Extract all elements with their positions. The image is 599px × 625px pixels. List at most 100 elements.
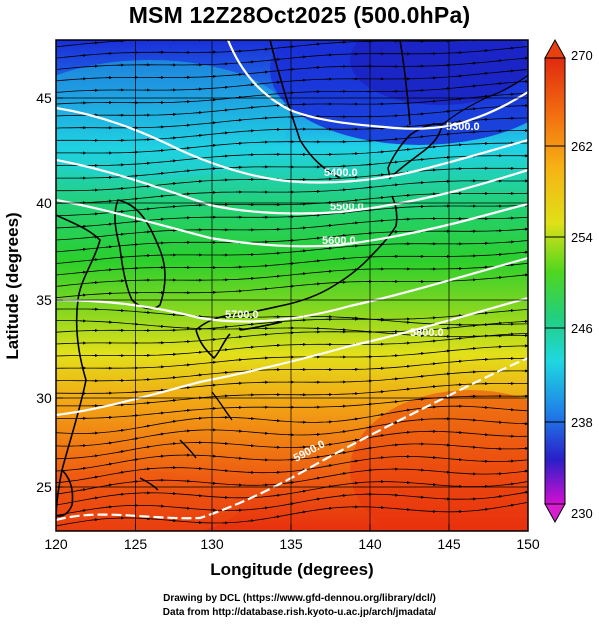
wind-arrow [365,231,373,235]
y-axis: 45 40 35 30 25 Latitude (degrees) [3,90,63,495]
wind-arrow [221,325,229,329]
wind-arrow [365,402,373,406]
wind-arrow [377,150,385,154]
streamline [56,46,528,70]
wind-arrow [455,359,463,363]
wind-arrow [481,433,489,437]
wind-arrow [79,53,87,58]
wind-arrow [143,401,151,405]
streamline [56,456,528,484]
wind-arrow [417,374,425,378]
wind-arrow [169,181,177,186]
wind-arrow [299,249,307,253]
wind-arrow [429,339,437,343]
wind-arrow [131,458,139,462]
wind-arrow [417,157,425,162]
wind-arrow [261,287,269,291]
wind-arrow [481,49,489,53]
wind-arrow [325,269,333,273]
wind-arrow [131,219,139,224]
wind-arrow [235,335,243,339]
wind-arrow [469,346,477,351]
streamline [56,333,528,357]
streamline [56,405,528,434]
wind-arrow [157,171,165,176]
wind-arrow [143,467,151,471]
credit-line-dcl: Drawing by DCL (https://www.gfd-dennou.o… [163,593,436,604]
wind-arrow [495,420,503,424]
streamline [56,69,528,93]
wind-arrow [403,408,411,412]
wind-arrow [247,345,255,349]
wind-arrow [325,442,333,447]
wind-arrow [313,259,321,263]
wind-arrow [507,408,515,412]
wind-arrow [522,35,528,36]
wind-arrow [209,481,217,485]
wind-arrow [455,458,463,462]
x-axis: 120 125 130 135 140 145 150 Longitude (d… [44,524,540,579]
wind-arrow [274,36,280,37]
x-tick-label: 135 [279,536,303,552]
wind-arrow [313,476,321,480]
wind-arrow [469,61,477,65]
streamline [56,216,528,241]
wind-arrow [339,472,347,476]
wind-arrow [339,493,347,498]
wind-arrow [209,121,217,125]
wind-arrow [365,468,373,472]
map-title: MSM 12Z28Oct2025 (500.0hPa) [128,2,471,28]
wind-arrow [117,232,125,236]
wind-arrow [403,387,411,391]
wind-arrow [209,167,217,171]
wind-arrow [143,207,151,211]
wind-arrow [417,397,425,401]
wind-arrow [429,145,437,149]
wind-arrow [391,160,399,164]
wind-arrow [455,120,463,124]
y-axis-title: Latitude (degrees) [3,212,22,359]
streamline [56,142,528,166]
wind-arrow [521,250,528,254]
contour-label-5300: 5300.0 [446,121,480,133]
wind-arrow [157,217,165,221]
wind-arrow [417,112,425,116]
wind-arrow [481,405,489,410]
wind-arrow [455,336,463,341]
wind-arrow [117,470,125,475]
plot-frame [55,39,529,532]
wind-arrow [391,400,399,404]
wind-arrow [326,31,332,32]
wind-arrow [325,246,333,250]
wind-arrow [403,147,411,152]
wind-arrow [455,74,463,78]
wind-arrow [247,322,255,326]
wind-arrow [455,314,463,318]
wind-arrow [131,242,139,247]
wind-arrow [105,222,113,226]
streamline [56,308,528,326]
wind-arrow [455,430,463,435]
wind-arrow [247,83,255,87]
wind-arrow [261,47,269,51]
wind-arrow [507,46,515,50]
wind-arrow [351,221,359,225]
wind-arrow [261,506,269,510]
wind-arrow [169,205,177,209]
x-axis-title: Longitude (degrees) [210,560,373,579]
streamline [56,308,528,333]
wind-arrow [91,475,99,479]
streamline [56,481,528,506]
wind-arrow [377,413,385,417]
wind-arrow [247,105,255,110]
wind-arrow [261,70,269,74]
wind-arrow [247,444,255,448]
wind-arrow [521,273,528,277]
colorbar-label: 230 [571,506,593,521]
wind-arrow [365,208,373,212]
colorbar-label: 262 [571,139,593,154]
streamline [56,240,528,264]
wind-arrow [105,441,113,445]
wind-arrow [91,41,99,45]
